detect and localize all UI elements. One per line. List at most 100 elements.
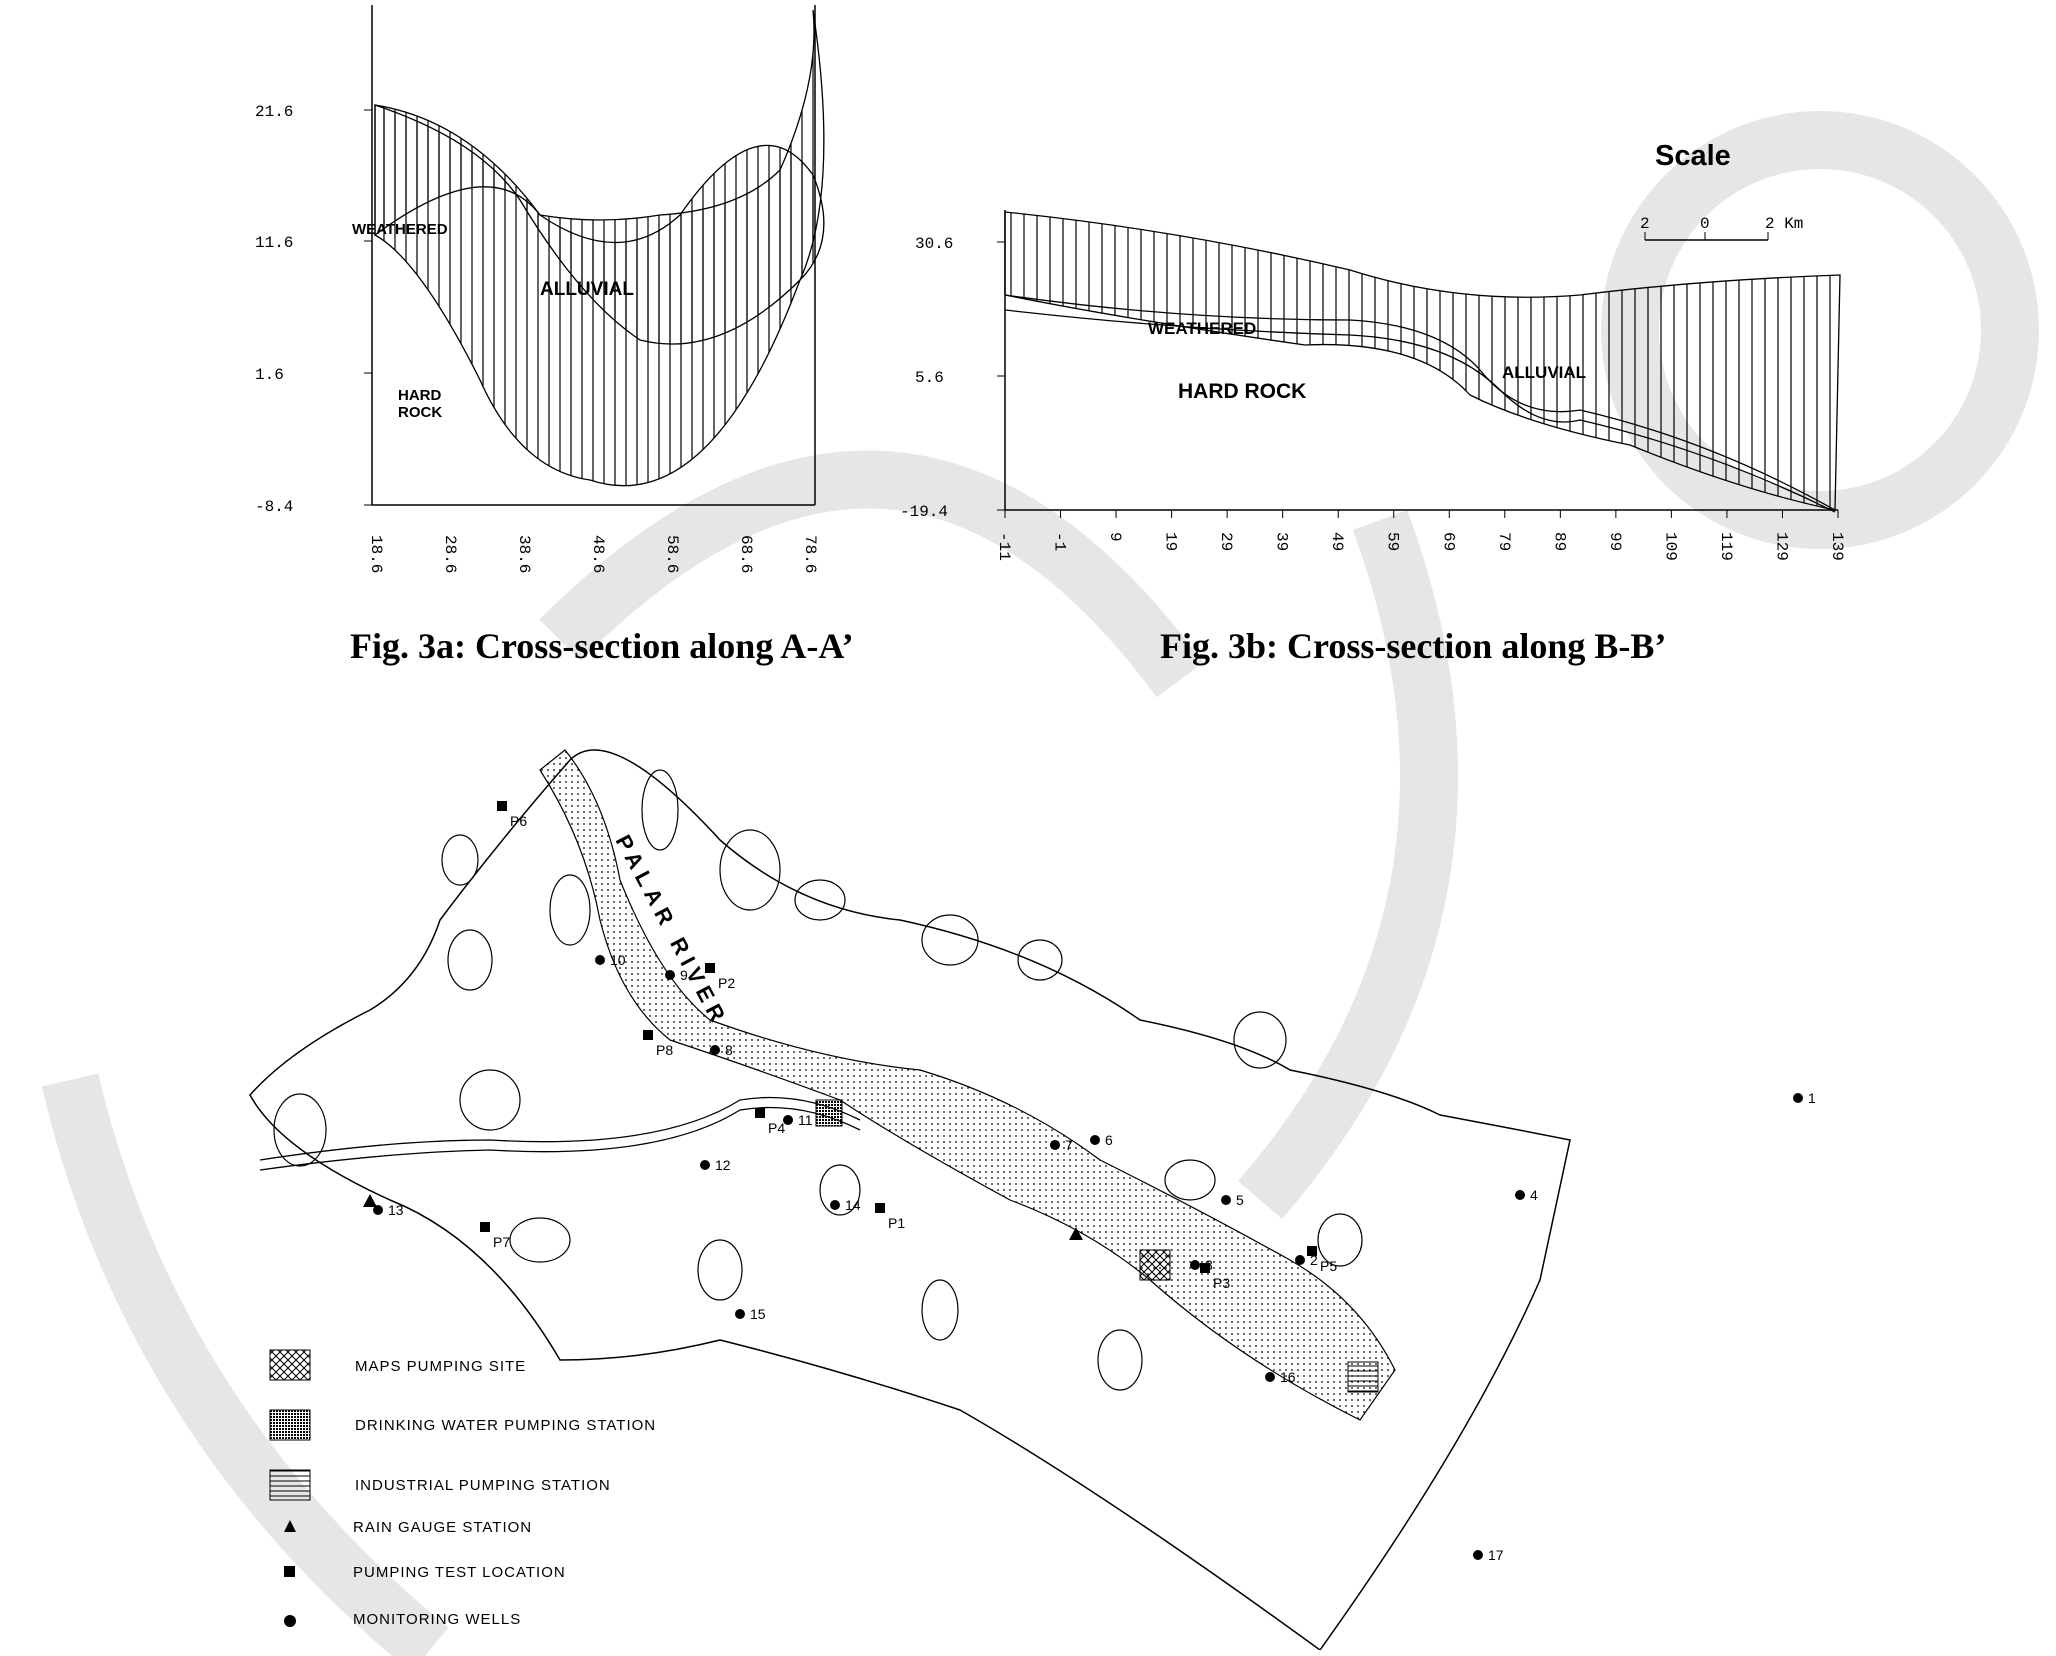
maps-pumping-site-icon [1139,1249,1171,1281]
monitoring-well-label: 17 [1488,1547,1504,1563]
scale-tick: 0 [1700,215,1710,233]
monitoring-well-label: 16 [1280,1369,1296,1385]
weathered-label: WEATHERED [1148,319,1256,338]
monitoring-well-label: 11 [798,1112,813,1128]
monitoring-well-label: 15 [750,1306,766,1322]
x-tick-label: 48.6 [589,535,607,573]
industrial-station-icon [1347,1361,1379,1393]
y-tick-label: -8.4 [255,498,293,516]
pumping-test-legend-icon [284,1566,295,1577]
lakes [273,769,1363,1391]
x-axis-ticks: -11 -1 9 19 29 39 49 59 69 79 89 99 109 119 129 139 [995,510,1846,561]
x-tick-label: -11 [995,532,1013,561]
pumping-test-marker [497,801,507,811]
monitoring-well-marker [665,970,675,980]
x-tick-label: 119 [1717,532,1735,561]
x-tick-label: 78.6 [801,535,819,573]
x-tick-label: 99 [1606,532,1624,551]
monitoring-well-label: 7 [1065,1137,1073,1153]
x-tick-label: 19 [1162,532,1180,551]
x-axis-ticks: 18.6 28.6 38.6 48.6 58.6 68.6 78.6 [367,535,819,573]
pumping-test-marker [705,963,715,973]
y-tick-label: 21.6 [255,103,293,121]
legend-industrial: INDUSTRIAL PUMPING STATION [355,1477,611,1494]
hard-rock-label: ROCK [398,404,442,421]
pumping-test-label: P7 [493,1234,510,1250]
legend-maps-site: MAPS PUMPING SITE [355,1358,526,1375]
drinking-water-station-icon [815,1099,843,1127]
pumping-test-label: P2 [718,975,735,991]
scale-bar: 2 0 2 Km [1640,215,1803,241]
x-tick-label: 79 [1495,532,1513,551]
x-tick-label: 39 [1273,532,1291,551]
maps-site-legend-icon [269,1349,311,1381]
monitoring-well-marker [1515,1190,1525,1200]
legend: MAPS PUMPING SITE DRINKING WATER PUMPING… [269,1349,656,1628]
monitoring-well-marker [710,1045,720,1055]
fig3a-caption: Fig. 3a: Cross-section along A-A’ [350,626,854,666]
monitoring-well-label: 1 [1808,1090,1816,1106]
x-tick-label: 29 [1217,532,1235,551]
drinking-legend-icon [269,1409,311,1441]
monitoring-well-label: 13 [388,1202,404,1218]
pumping-test-label: P5 [1320,1258,1337,1274]
industrial-legend-icon [269,1469,311,1501]
monitoring-wells: 1234567891011121314151617P1P2P3P4P5P6P7P… [363,801,1816,1563]
pumping-test-label: P6 [510,813,527,829]
x-tick-label: 68.6 [737,535,755,573]
x-tick-label: 18.6 [367,535,385,573]
y-axis-ticks: 30.6 5.6 -19.4 [900,235,1005,521]
y-tick-label: 11.6 [255,234,293,252]
monitoring-well-label: 2 [1310,1252,1318,1268]
y-tick-label: 1.6 [255,366,284,384]
pumping-test-label: P8 [656,1042,673,1058]
x-tick-label: 59 [1384,532,1402,551]
legend-pumping: PUMPING TEST LOCATION [353,1564,566,1581]
x-tick-label: 129 [1772,532,1790,561]
monitoring-well-label: 8 [725,1042,733,1058]
monitoring-well-marker [1473,1550,1483,1560]
monitoring-well-marker [1793,1093,1803,1103]
monitoring-well-marker [830,1200,840,1210]
study-area-boundary [249,749,1571,1650]
weathered-label: WEATHERED [352,221,448,238]
x-tick-label: 9 [1106,532,1124,542]
monitoring-well-label: 4 [1530,1187,1538,1203]
monitoring-well-marker [1265,1372,1275,1382]
x-tick-label: 38.6 [515,535,533,573]
scale-title: Scale [1655,140,1731,172]
x-tick-label: 58.6 [663,535,681,573]
pumping-test-label: P1 [888,1215,905,1231]
monitoring-well-marker [1050,1140,1060,1150]
rain-gauge-marker [363,1194,377,1207]
monitoring-well-marker [1221,1195,1231,1205]
x-tick-label: 69 [1439,532,1457,551]
alluvial-label: ALLUVIAL [540,279,634,300]
pumping-test-label: P4 [768,1120,785,1136]
hard-rock-label: HARD [398,387,441,404]
pumping-test-marker [1200,1263,1210,1273]
x-tick-label: 89 [1550,532,1568,551]
legend-drinking: DRINKING WATER PUMPING STATION [355,1417,656,1434]
alluvial-layer [374,9,825,487]
monitoring-well-label: 9 [680,967,688,983]
rain-gauge-legend-icon [284,1520,296,1532]
x-tick-label: -1 [1051,532,1069,551]
pumping-test-marker [480,1222,490,1232]
pumping-test-marker [643,1030,653,1040]
monitoring-well-marker [783,1115,793,1125]
monitoring-well-marker [1090,1135,1100,1145]
cross-section-b-chart: 30.6 5.6 -19.4 -11 -1 9 19 29 39 49 59 69 79 89 99 1… [900,140,1846,561]
x-tick-label: 139 [1828,532,1846,561]
hard-rock-label: HARD ROCK [1178,380,1306,403]
pumping-test-marker [1307,1246,1317,1256]
cross-section-a-chart: 21.6 11.6 1.6 -8.4 18.6 28.6 38.6 48.6 5… [255,5,825,573]
rain-gauge-marker [1069,1227,1083,1240]
monitoring-well-label: 6 [1105,1132,1113,1148]
monitoring-well-marker [735,1309,745,1319]
palar-river [539,749,1396,1421]
alluvial-label: ALLUVIAL [1502,363,1586,382]
monitoring-well-marker [1190,1260,1200,1270]
x-tick-label: 28.6 [441,535,459,573]
pumping-test-marker [875,1203,885,1213]
